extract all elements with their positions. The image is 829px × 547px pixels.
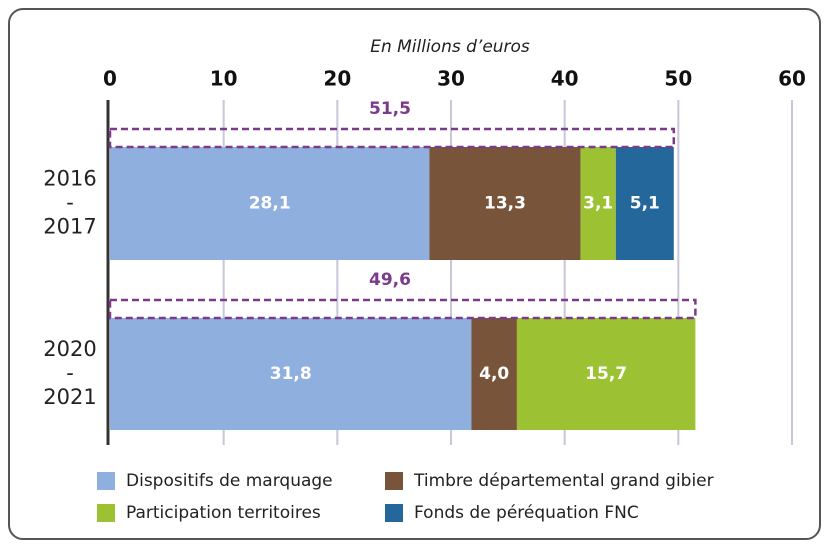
bar-segment — [429, 147, 581, 260]
category-label: 2021 — [43, 385, 96, 409]
legend-swatch — [385, 504, 403, 522]
axis-label: En Millions d’euros — [370, 37, 530, 57]
bar-segment — [516, 318, 696, 430]
value-label: 15,7 — [585, 364, 627, 384]
legend-label: Dispositifs de marquage — [126, 471, 333, 491]
bar-segment — [471, 318, 517, 430]
legend-swatch — [97, 472, 115, 490]
category-label: 2020 — [43, 337, 96, 361]
x-tick-label: 50 — [664, 67, 692, 91]
total-box — [108, 298, 697, 320]
value-label: 5,1 — [630, 194, 660, 214]
category-label: 2017 — [43, 215, 96, 239]
value-label: 28,1 — [249, 194, 291, 214]
total-label: 51,5 — [369, 99, 411, 119]
category-label: - — [66, 361, 74, 385]
bar-segment — [110, 318, 472, 430]
x-tick-label: 20 — [323, 67, 351, 91]
value-label: 31,8 — [270, 364, 312, 384]
bar-segment — [580, 147, 616, 260]
bar-segment — [110, 147, 430, 260]
bar-segment — [615, 147, 674, 260]
x-tick-label: 40 — [551, 67, 579, 91]
x-tick-label: 30 — [437, 67, 465, 91]
total-label: 49,6 — [369, 270, 411, 290]
category-label: - — [66, 191, 74, 215]
total-box — [108, 127, 676, 149]
legend-label: Participation territoires — [126, 503, 321, 523]
legend-label: Fonds de péréquation FNC — [414, 503, 639, 523]
x-tick-label: 10 — [210, 67, 238, 91]
frame — [8, 8, 821, 540]
value-label: 13,3 — [484, 194, 526, 214]
value-label: 4,0 — [479, 364, 509, 384]
value-label: 3,1 — [583, 194, 613, 214]
legend-swatch — [97, 504, 115, 522]
x-tick-label: 0 — [103, 67, 117, 91]
legend-label: Timbre départemental grand gibier — [413, 471, 714, 491]
x-tick-label: 60 — [778, 67, 806, 91]
category-label: 2016 — [43, 167, 96, 191]
legend-swatch — [385, 472, 403, 490]
